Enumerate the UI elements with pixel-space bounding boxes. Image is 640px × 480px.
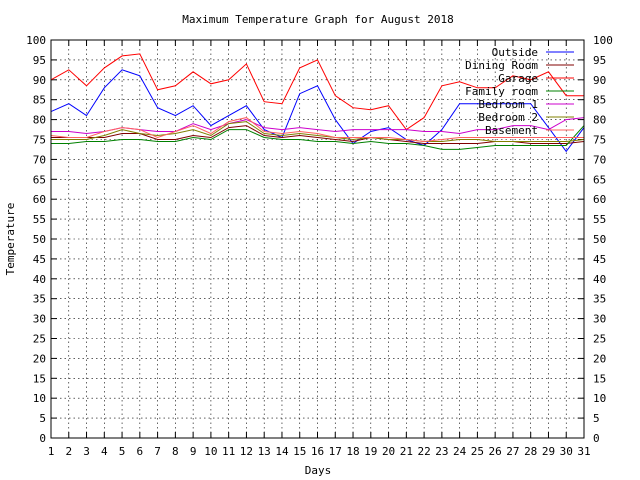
y-tick-label-right: 60	[593, 193, 606, 206]
legend-label-outside: Outside	[492, 46, 538, 59]
x-tick-label: 18	[346, 445, 359, 458]
y-tick-label-left: 60	[33, 193, 46, 206]
y-tick-label-left: 95	[33, 54, 46, 67]
y-tick-label-right: 45	[593, 253, 606, 266]
x-tick-label: 29	[542, 445, 555, 458]
y-tick-label-left: 30	[33, 313, 46, 326]
x-tick-label: 31	[577, 445, 590, 458]
x-tick-label: 20	[382, 445, 395, 458]
y-tick-label-left: 75	[33, 134, 46, 147]
y-tick-label-left: 15	[33, 372, 46, 385]
y-tick-label-right: 40	[593, 273, 606, 286]
x-tick-label: 2	[65, 445, 72, 458]
grid-lines	[51, 40, 584, 438]
legend-label-bedroom-2: Bedroom 2	[478, 111, 538, 124]
y-tick-label-right: 55	[593, 213, 606, 226]
series-line-outside	[50, 69, 585, 153]
x-tick-label: 16	[311, 445, 324, 458]
y-tick-label-right: 0	[593, 432, 600, 445]
x-tick-label: 9	[190, 445, 197, 458]
y-tick-label-left: 100	[26, 34, 46, 47]
y-tick-label-right: 35	[593, 293, 606, 306]
y-tick-label-left: 70	[33, 153, 46, 166]
y-tick-label-right: 10	[593, 392, 606, 405]
y-tick-label-left: 50	[33, 233, 46, 246]
y-tick-label-right: 20	[593, 352, 606, 365]
x-tick-label: 28	[524, 445, 537, 458]
y-tick-label-right: 15	[593, 372, 606, 385]
x-tick-label: 10	[204, 445, 217, 458]
legend-label-dining-room: Dining Room	[465, 59, 538, 72]
x-tick-label: 13	[258, 445, 271, 458]
x-tick-label: 14	[275, 445, 289, 458]
series-line-bedroom-2	[51, 121, 585, 142]
y-tick-label-right: 75	[593, 134, 606, 147]
x-tick-label: 5	[119, 445, 126, 458]
y-tick-label-left: 80	[33, 114, 46, 127]
x-tick-label: 3	[83, 445, 90, 458]
x-tick-label: 8	[172, 445, 179, 458]
y-tick-label-right: 5	[593, 412, 600, 425]
plot-border	[50, 39, 585, 439]
x-tick-label: 19	[364, 445, 377, 458]
x-tick-label: 6	[137, 445, 144, 458]
y-tick-label-left: 45	[33, 253, 46, 266]
x-tick-label: 30	[560, 445, 573, 458]
x-tick-label: 4	[101, 445, 108, 458]
y-tick-label-right: 25	[593, 333, 606, 346]
x-tick-label: 15	[293, 445, 306, 458]
chart-title: Maximum Temperature Graph for August 201…	[182, 13, 454, 26]
x-tick-label: 17	[329, 445, 342, 458]
y-tick-label-left: 90	[33, 74, 46, 87]
x-tick-label: 23	[435, 445, 448, 458]
y-tick-label-right: 80	[593, 114, 606, 127]
y-tick-label-left: 40	[33, 273, 46, 286]
data-series	[50, 53, 585, 153]
x-tick-label: 27	[506, 445, 519, 458]
y-tick-label-right: 30	[593, 313, 606, 326]
x-axis-label: Days	[305, 464, 332, 477]
y-tick-label-right: 65	[593, 173, 606, 186]
y-tick-label-left: 65	[33, 173, 46, 186]
y-tick-label-left: 10	[33, 392, 46, 405]
series-line-garage	[50, 53, 584, 131]
y-tick-label-right: 90	[593, 74, 606, 87]
y-tick-label-right: 50	[593, 233, 606, 246]
x-tick-label: 26	[489, 445, 502, 458]
y-tick-label-left: 55	[33, 213, 46, 226]
y-axis-label: Temperature	[4, 203, 17, 276]
x-tick-label: 25	[471, 445, 484, 458]
y-tick-label-right: 85	[593, 94, 606, 107]
legend-label-bedroom-1: Bedroom 1	[478, 98, 538, 111]
y-tick-label-left: 85	[33, 94, 46, 107]
y-tick-label-right: 100	[593, 34, 613, 47]
y-tick-label-right: 70	[593, 153, 606, 166]
y-tick-label-left: 20	[33, 352, 46, 365]
x-tick-label: 11	[222, 445, 235, 458]
legend-label-basement: Basement	[485, 124, 538, 137]
x-tick-label: 24	[453, 445, 467, 458]
y-tick-label-left: 35	[33, 293, 46, 306]
x-tick-label: 22	[417, 445, 430, 458]
y-tick-label-right: 95	[593, 54, 606, 67]
x-tick-label: 1	[48, 445, 55, 458]
x-tick-label: 21	[400, 445, 413, 458]
y-tick-label-left: 0	[39, 432, 46, 445]
legend-label-family-room: Family room	[465, 85, 538, 98]
x-tick-label: 7	[154, 445, 161, 458]
series-line-family-room	[51, 125, 585, 150]
y-tick-label-left: 5	[39, 412, 46, 425]
x-tick-label: 12	[240, 445, 253, 458]
series-line-basement	[50, 117, 584, 143]
legend-label-garage: Garage	[498, 72, 538, 85]
y-tick-label-left: 25	[33, 333, 46, 346]
